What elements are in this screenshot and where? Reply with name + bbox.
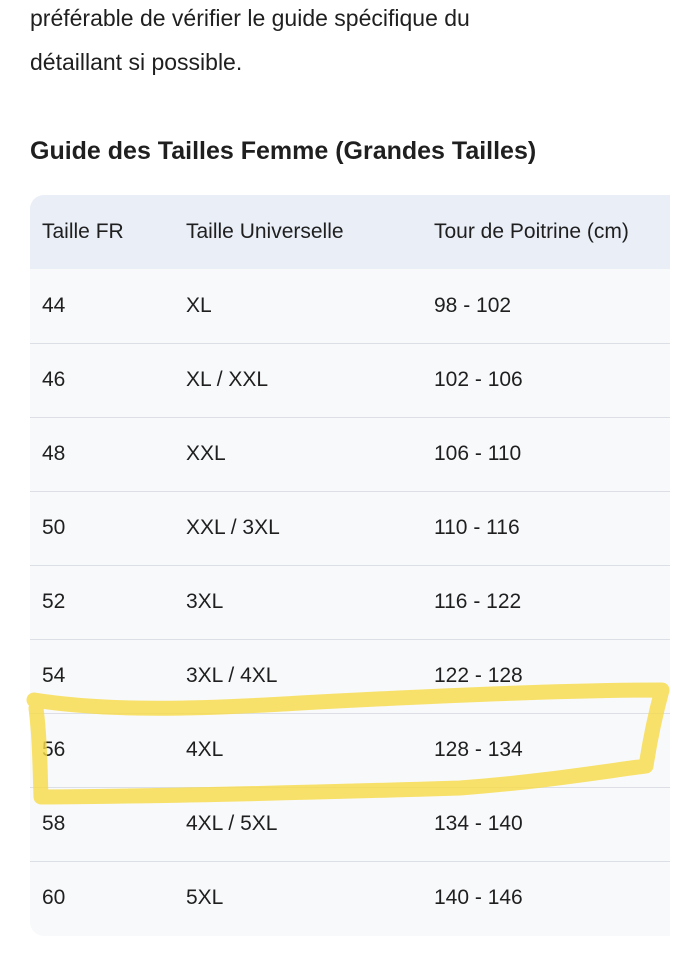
cell-tour-de-poitrine: 128 - 134 (422, 712, 670, 787)
intro-line-2: détaillant si possible. (30, 49, 243, 75)
table-row: 50 XXL / 3XL 110 - 116 (30, 490, 670, 565)
table-row: 48 XXL 106 - 110 (30, 416, 670, 491)
table-row: 46 XL / XXL 102 - 106 (30, 342, 670, 417)
header-tour-de-poitrine: Tour de Poitrine (cm) (434, 220, 629, 243)
table-row: 44 XL 98 - 102 (30, 269, 670, 343)
header-taille-fr: Taille FR (42, 220, 124, 243)
cell-tour-de-poitrine: 122 - 128 (422, 638, 670, 713)
cell-taille-fr: 58 (30, 786, 174, 861)
cell-taille-fr: 56 (30, 712, 174, 787)
table-row: 52 3XL 116 - 122 (30, 564, 670, 639)
cell-tour-de-poitrine: 116 - 122 (422, 564, 670, 639)
table-row: 60 5XL 140 - 146 (30, 860, 670, 935)
cell-tour-de-poitrine: 134 - 140 (422, 786, 670, 861)
intro-paragraph: préférable de vérifier le guide spécifiq… (30, 0, 670, 84)
cell-tour-de-poitrine: 106 - 110 (422, 416, 670, 491)
section-heading: Guide des Tailles Femme (Grandes Tailles… (30, 137, 537, 165)
cell-taille-fr: 54 (30, 638, 174, 713)
cell-taille-fr: 52 (30, 564, 174, 639)
cell-tour-de-poitrine: 140 - 146 (422, 860, 670, 935)
cell-taille-fr: 46 (30, 342, 174, 417)
table-row-highlighted: 56 4XL 128 - 134 (30, 712, 670, 787)
cell-taille-fr: 44 (42, 293, 66, 317)
cell-taille-universelle: 4XL (174, 712, 422, 787)
header-taille-universelle: Taille Universelle (186, 220, 344, 243)
intro-line-1: préférable de vérifier le guide spécifiq… (30, 5, 470, 31)
cell-taille-universelle: 4XL / 5XL (174, 786, 422, 861)
cell-tour-de-poitrine: 102 - 106 (422, 342, 670, 417)
table-row: 58 4XL / 5XL 134 - 140 (30, 786, 670, 861)
cell-tour-de-poitrine: 98 - 102 (434, 293, 512, 317)
cell-taille-fr: 48 (30, 416, 174, 491)
cell-tour-de-poitrine: 110 - 116 (422, 490, 670, 565)
cell-taille-fr: 60 (30, 860, 174, 935)
cell-taille-universelle: XXL / 3XL (174, 490, 422, 565)
cell-taille-universelle: 3XL / 4XL (174, 638, 422, 713)
size-guide-table: Taille FR Taille Universelle Tour de Poi… (30, 195, 670, 935)
size-guide-table-container: Taille FR Taille Universelle Tour de Poi… (30, 195, 670, 936)
cell-taille-fr: 50 (30, 490, 174, 565)
cell-taille-universelle: XL (186, 293, 212, 317)
table-row: 54 3XL / 4XL 122 - 128 (30, 638, 670, 713)
cell-taille-universelle: XL / XXL (174, 342, 422, 417)
cell-taille-universelle: XXL (174, 416, 422, 491)
cell-taille-universelle: 3XL (174, 564, 422, 639)
table-header-row: Taille FR Taille Universelle Tour de Poi… (30, 195, 670, 269)
cell-taille-universelle: 5XL (174, 860, 422, 935)
